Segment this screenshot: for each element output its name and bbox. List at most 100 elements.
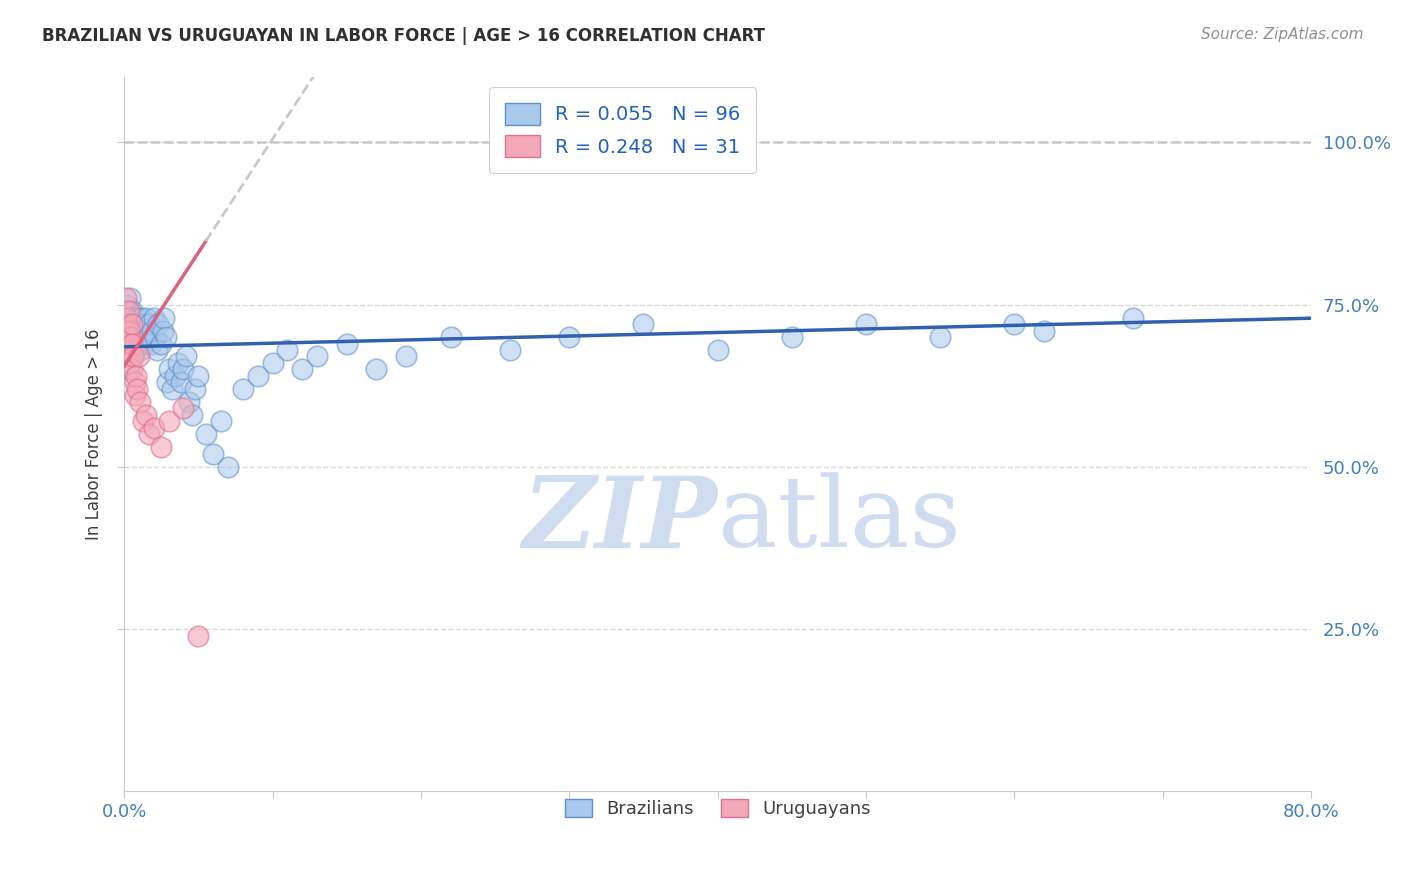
Point	[166, 356, 188, 370]
Point	[121, 317, 143, 331]
Point	[132, 414, 155, 428]
Point	[142, 310, 165, 325]
Point	[115, 297, 138, 311]
Point	[120, 336, 142, 351]
Point	[291, 362, 314, 376]
Point	[121, 343, 143, 357]
Point	[128, 336, 150, 351]
Point	[134, 336, 156, 351]
Point	[129, 343, 152, 357]
Point	[136, 330, 159, 344]
Point	[117, 336, 139, 351]
Point	[176, 350, 198, 364]
Point	[115, 350, 138, 364]
Legend: Brazilians, Uruguayans: Brazilians, Uruguayans	[557, 791, 877, 825]
Point	[120, 291, 142, 305]
Point	[173, 401, 195, 416]
Point	[153, 310, 176, 325]
Point	[117, 343, 139, 357]
Text: BRAZILIAN VS URUGUAYAN IN LABOR FORCE | AGE > 16 CORRELATION CHART: BRAZILIAN VS URUGUAYAN IN LABOR FORCE | …	[42, 27, 765, 45]
Point	[929, 330, 952, 344]
Point	[366, 362, 388, 376]
Point	[558, 330, 581, 344]
Point	[115, 317, 138, 331]
Point	[125, 368, 148, 383]
Point	[124, 376, 146, 390]
Point	[120, 343, 142, 357]
Point	[115, 330, 138, 344]
Point	[336, 336, 359, 351]
Point	[217, 459, 239, 474]
Point	[125, 324, 148, 338]
Point	[706, 343, 728, 357]
Point	[305, 350, 328, 364]
Point	[120, 324, 142, 338]
Point	[132, 317, 155, 331]
Point	[117, 317, 139, 331]
Text: atlas: atlas	[717, 472, 960, 568]
Point	[141, 324, 163, 338]
Point	[122, 350, 145, 364]
Point	[114, 330, 136, 344]
Point	[124, 330, 146, 344]
Point	[132, 330, 155, 344]
Point	[184, 382, 207, 396]
Point	[120, 310, 142, 325]
Point	[1033, 324, 1056, 338]
Point	[114, 356, 136, 370]
Point	[122, 336, 145, 351]
Point	[127, 317, 149, 331]
Point	[121, 336, 143, 351]
Point	[128, 350, 150, 364]
Point	[125, 336, 148, 351]
Point	[143, 330, 166, 344]
Point	[148, 317, 170, 331]
Point	[117, 356, 139, 370]
Point	[120, 350, 142, 364]
Point	[139, 336, 162, 351]
Point	[120, 356, 142, 370]
Point	[121, 330, 143, 344]
Point	[117, 362, 139, 376]
Point	[163, 368, 186, 383]
Point	[181, 408, 204, 422]
Point	[135, 310, 157, 325]
Point	[156, 376, 179, 390]
Point	[194, 427, 217, 442]
Point	[114, 324, 136, 338]
Point	[114, 343, 136, 357]
Text: ZIP: ZIP	[523, 472, 717, 568]
Y-axis label: In Labor Force | Age > 16: In Labor Force | Age > 16	[86, 328, 103, 541]
Point	[138, 427, 160, 442]
Point	[152, 324, 174, 338]
Point	[124, 388, 146, 402]
Point	[129, 395, 152, 409]
Point	[117, 304, 139, 318]
Point	[169, 376, 191, 390]
Point	[114, 291, 136, 305]
Point	[160, 382, 183, 396]
Point	[127, 330, 149, 344]
Point	[187, 368, 209, 383]
Point	[232, 382, 254, 396]
Point	[855, 317, 877, 331]
Point	[395, 350, 418, 364]
Point	[209, 414, 232, 428]
Point	[128, 310, 150, 325]
Point	[117, 330, 139, 344]
Point	[157, 362, 180, 376]
Point	[262, 356, 284, 370]
Point	[115, 336, 138, 351]
Point	[114, 343, 136, 357]
Point	[187, 628, 209, 642]
Point	[439, 330, 461, 344]
Point	[499, 343, 522, 357]
Point	[633, 317, 655, 331]
Point	[129, 330, 152, 344]
Point	[135, 408, 157, 422]
Point	[114, 310, 136, 325]
Point	[146, 343, 169, 357]
Point	[121, 304, 143, 318]
Point	[1122, 310, 1144, 325]
Point	[120, 330, 142, 344]
